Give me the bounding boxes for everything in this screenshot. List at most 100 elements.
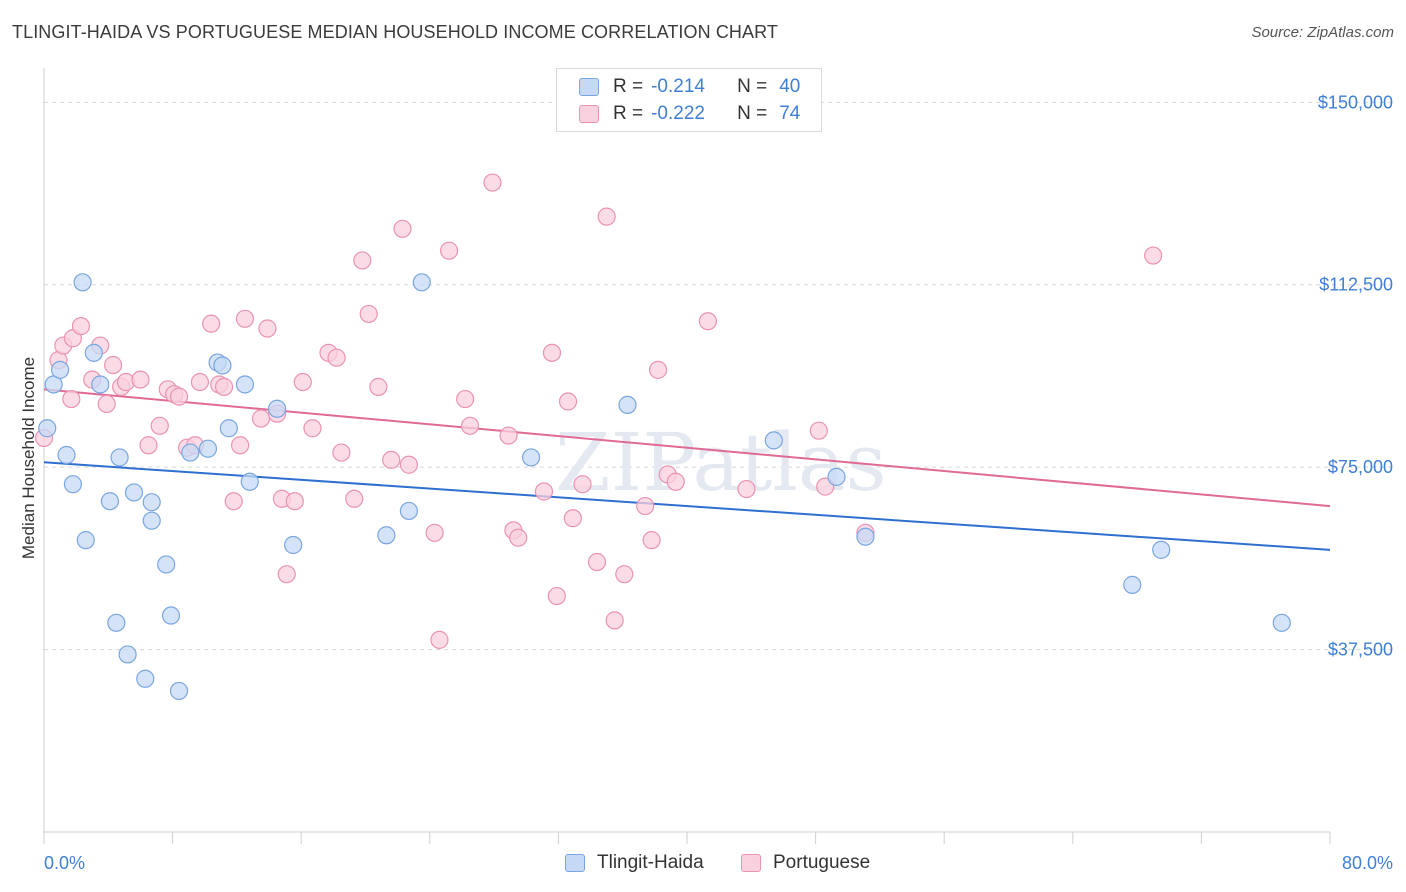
point-tlingit-haida	[764, 431, 783, 450]
point-portuguese	[169, 387, 189, 406]
point-portuguese	[456, 389, 475, 409]
point-tlingit-haida	[1152, 540, 1171, 559]
point-tlingit-haida	[73, 273, 92, 292]
point-portuguese	[587, 552, 607, 572]
point-portuguese	[285, 492, 304, 511]
point-portuguese	[573, 475, 592, 494]
point-tlingit-haida	[412, 273, 431, 292]
legend-r-value: -0.214	[651, 76, 705, 97]
point-portuguese	[190, 372, 210, 392]
point-portuguese	[460, 416, 480, 435]
point-portuguese	[615, 565, 634, 584]
tick-labels: $37,500 $75,000 $112,500 $150,000 0.0% 80.0%	[44, 92, 1393, 873]
point-portuguese	[71, 316, 91, 336]
point-portuguese	[642, 531, 661, 550]
point-tlingit-haida	[213, 356, 232, 375]
point-tlingit-haida	[118, 645, 137, 664]
x-tick-label: 0.0%	[44, 853, 85, 873]
y-tick-label: $37,500	[1328, 640, 1393, 660]
point-portuguese	[97, 394, 116, 414]
point-portuguese	[332, 443, 351, 462]
point-portuguese	[327, 348, 346, 367]
point-portuguese	[809, 421, 828, 440]
trend-lines	[43, 388, 1331, 551]
grid-lines	[44, 101, 1392, 651]
point-portuguese	[558, 392, 578, 411]
point-tlingit-haida	[618, 395, 637, 414]
correlation-legend: R = -0.214 N = 40 R = -0.222 N = 74	[556, 68, 822, 132]
point-tlingit-haida	[142, 493, 161, 512]
point-portuguese	[293, 372, 312, 392]
point-tlingit-haida	[57, 445, 76, 465]
point-tlingit-haida	[1123, 575, 1142, 594]
point-portuguese	[597, 207, 616, 226]
point-portuguese	[425, 523, 444, 542]
point-tlingit-haida	[235, 375, 255, 394]
point-portuguese	[1144, 246, 1163, 265]
point-portuguese	[303, 419, 322, 438]
point-portuguese	[483, 173, 502, 192]
point-portuguese	[258, 319, 277, 338]
point-tlingit-haida	[1272, 613, 1291, 632]
point-tlingit-haida	[157, 555, 176, 574]
legend-swatch-blue	[579, 78, 599, 96]
series-legend-tlingit-haida: Tlingit-Haida	[565, 852, 704, 874]
point-portuguese	[430, 630, 449, 649]
point-portuguese	[277, 565, 296, 584]
y-tick-label: $150,000	[1318, 92, 1393, 112]
point-portuguese	[636, 496, 655, 516]
point-portuguese	[224, 492, 243, 511]
point-tlingit-haida	[107, 613, 126, 632]
legend-r-label: R =	[613, 103, 644, 124]
point-portuguese	[399, 455, 419, 474]
point-tlingit-haida	[76, 531, 95, 550]
point-portuguese	[534, 482, 554, 501]
point-portuguese	[345, 489, 364, 508]
x-tick-label: 80.0%	[1342, 853, 1393, 873]
point-portuguese	[509, 528, 528, 547]
point-tlingit-haida	[100, 492, 120, 511]
point-portuguese	[251, 409, 271, 428]
series-swatch-pink	[741, 854, 761, 872]
legend-r-value: -0.222	[651, 103, 705, 124]
legend-n-value: 40	[779, 76, 801, 97]
point-tlingit-haida	[142, 511, 161, 530]
point-portuguese	[382, 450, 401, 469]
legend-r-label: R =	[613, 76, 644, 97]
chart-title: TLINGIT-HAIDA VS PORTUGUESE MEDIAN HOUSE…	[12, 22, 779, 42]
legend-n-label: N =	[737, 103, 768, 124]
point-tlingit-haida	[399, 501, 419, 521]
legend-row-portuguese: R = -0.222 N = 74	[579, 102, 800, 126]
point-tlingit-haida	[377, 526, 396, 545]
legend-n-label: N =	[737, 76, 768, 97]
point-tlingit-haida	[169, 681, 189, 701]
legend-n-value: 74	[779, 103, 801, 124]
point-tlingit-haida	[161, 606, 181, 625]
point-portuguese	[104, 355, 123, 375]
point-tlingit-haida	[136, 669, 155, 688]
point-portuguese	[131, 370, 150, 389]
point-portuguese	[737, 479, 756, 499]
series-label: Tlingit-Haida	[597, 852, 704, 873]
legend-swatch-pink	[579, 105, 599, 123]
point-portuguese	[214, 377, 234, 396]
point-portuguese	[369, 377, 388, 396]
axes	[43, 68, 1331, 844]
point-portuguese	[542, 343, 562, 362]
point-tlingit-haida	[240, 472, 259, 491]
point-portuguese	[563, 509, 582, 528]
point-tlingit-haida	[63, 475, 83, 494]
point-portuguese	[648, 360, 668, 379]
point-portuguese	[235, 309, 255, 328]
point-portuguese	[359, 304, 378, 324]
point-tlingit-haida	[84, 343, 103, 362]
point-tlingit-haida	[91, 375, 110, 394]
point-tlingit-haida	[181, 443, 200, 462]
point-tlingit-haida	[284, 535, 303, 555]
point-tlingit-haida	[198, 439, 218, 458]
point-portuguese	[139, 436, 158, 455]
series-legend: Tlingit-Haida Portuguese	[0, 852, 1406, 878]
y-tick-label: $75,000	[1328, 457, 1393, 477]
point-portuguese	[605, 611, 624, 630]
